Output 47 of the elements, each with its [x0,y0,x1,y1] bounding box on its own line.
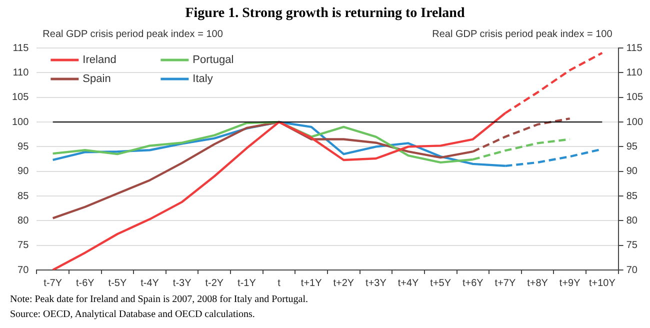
x-tick-label: t+6Y [462,278,484,289]
legend-label: Italy [192,73,214,86]
y-tick-label: 90 [18,166,30,178]
y2-tick-label: 85 [626,190,638,202]
y2-tick-label: 110 [626,67,643,78]
y-tick-label: 70 [18,264,30,276]
y-tick-label: 100 [12,116,30,128]
y2-tick-label: 75 [626,240,638,252]
x-tick-label: t+5Y [430,278,452,289]
y2-tick-label: 70 [626,264,638,276]
x-tick-label: t-7Y [44,278,62,289]
x-tick-label: t-4Y [140,278,160,289]
legend-label: Ireland [82,54,116,66]
legend-label: Spain [82,73,111,86]
y2-axis-title: Real GDP crisis period peak index = 100 [432,28,613,40]
y2-tick-label: 105 [626,92,644,104]
y-tick-label: 80 [18,215,30,226]
x-tick-label: t+3Y [366,278,387,289]
y-tick-label: 85 [18,190,30,202]
x-tick-label: t-6Y [76,278,95,289]
x-tick-label: t+10Y [588,278,616,289]
x-tick-label: t-3Y [172,278,192,289]
y-tick-label: 115 [12,42,30,54]
y2-tick-label: 100 [626,116,644,128]
y-tick-label: 110 [12,67,30,78]
y-axis-title: Real GDP crisis period peak index = 100 [42,28,224,40]
x-tick-label: t+1Y [300,278,322,289]
x-tick-label: t+9Y [559,278,581,289]
x-tick-label: t [278,278,281,289]
x-tick-label: t+4Y [398,278,420,289]
x-tick-label: t-5Y [108,278,127,289]
y2-tick-label: 80 [626,215,638,226]
y-tick-label: 95 [18,141,30,152]
text: Note: Peak date for Ireland and Spain is 2007, 2008 for Italy and Portugal. [10,293,309,307]
source-note: Source: OECD, Analytical Database and OECD calculations. [10,308,256,322]
y2-tick-label: 95 [626,141,638,152]
y2-tick-label: 90 [626,166,638,178]
y2-tick-label: 115 [626,42,643,54]
x-tick-label: t+2Y [333,278,354,289]
chart-title: Figure 1. Strong growth is returning to Ireland [184,5,466,23]
x-tick-label: t-2Y [205,278,224,289]
y-tick-label: 75 [18,240,30,252]
x-tick-label: t+7Y [494,278,516,289]
x-tick-label: t-1Y [238,278,256,289]
y-tick-label: 105 [12,92,30,104]
legend-label: Portugal [192,54,234,66]
x-tick-label: t+8Y [527,278,548,289]
